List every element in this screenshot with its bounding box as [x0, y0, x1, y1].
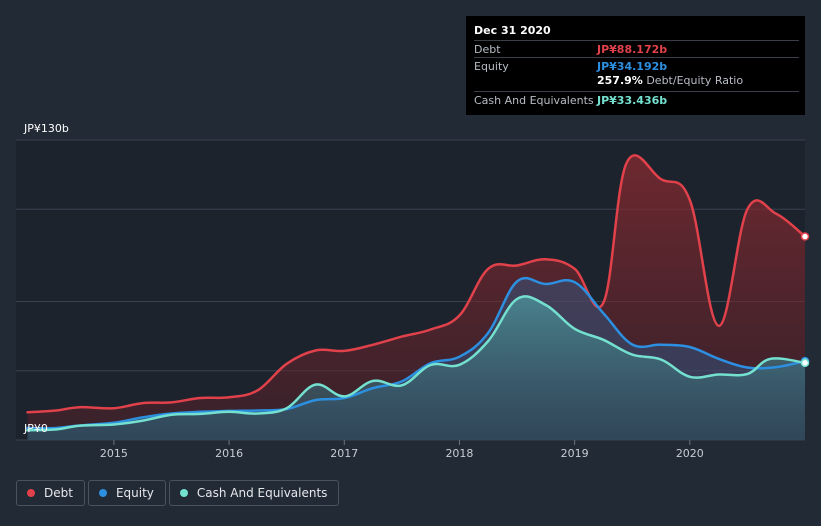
- tooltip-equity-label: Equity: [474, 60, 509, 73]
- cash-and-equivalents-line: [26, 295, 807, 432]
- cash-and-equivalents-end-marker: [800, 358, 810, 368]
- plot-area-right-edge: [805, 140, 821, 440]
- x-tick-label: 2019: [561, 447, 589, 460]
- equity-line: [26, 276, 807, 430]
- cash-and-equivalents-area: [27, 296, 805, 440]
- debt-line: [26, 154, 807, 414]
- tooltip-debt-value: JP¥88.172b: [597, 43, 668, 56]
- tooltip-row-cash: Cash And Equivalents JP¥33.436b: [474, 91, 799, 109]
- series-lines: [26, 154, 807, 432]
- tooltip-cash-label: Cash And Equivalents: [474, 94, 594, 107]
- tooltip-debt-label: Debt: [474, 43, 501, 56]
- series-end-markers: [800, 232, 810, 368]
- data-tooltip: Dec 31 2020 Debt JP¥88.172b Equity JP¥34…: [466, 16, 805, 115]
- tooltip-equity-value: JP¥34.192b: [597, 60, 668, 73]
- tooltip-cash-value: JP¥33.436b: [597, 94, 668, 107]
- debt-end-marker: [800, 232, 810, 241]
- x-tick-label: 2020: [676, 447, 704, 460]
- x-axis-ticks: 2015 2016 2017 2018 2019 2020: [100, 440, 704, 460]
- x-tick-label: 2018: [445, 447, 473, 460]
- tooltip-row-debt: Debt JP¥88.172b: [474, 40, 799, 58]
- legend-equity-label: Equity: [115, 486, 154, 500]
- y-axis-bottom-label: JP¥0: [24, 422, 48, 435]
- legend: Debt Equity Cash And Equivalents: [16, 480, 342, 506]
- x-tick-label: 2017: [330, 447, 358, 460]
- tooltip-ratio-label: Debt/Equity Ratio: [646, 74, 744, 87]
- legend-cash[interactable]: Cash And Equivalents: [168, 480, 340, 506]
- legend-debt-label: Debt: [44, 486, 73, 500]
- series-areas: [27, 155, 805, 440]
- tooltip-date: Dec 31 2020: [474, 24, 551, 37]
- legend-equity-dot: [98, 489, 107, 497]
- legend-equity[interactable]: Equity: [87, 480, 166, 506]
- tooltip-ratio: 257.9% Debt/Equity Ratio: [597, 74, 743, 87]
- legend-cash-dot: [179, 489, 188, 497]
- y-axis-top-label: JP¥130b: [24, 122, 69, 135]
- legend-debt[interactable]: Debt: [16, 480, 85, 506]
- legend-debt-dot: [27, 489, 35, 497]
- legend-cash-label: Cash And Equivalents: [196, 486, 328, 500]
- x-tick-label: 2016: [215, 447, 243, 460]
- tooltip-row-equity: Equity JP¥34.192b: [474, 57, 799, 75]
- tooltip-ratio-value: 257.9%: [597, 74, 643, 87]
- x-tick-label: 2015: [100, 447, 128, 460]
